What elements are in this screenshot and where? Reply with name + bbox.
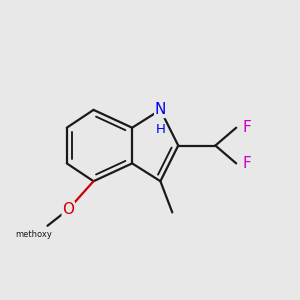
Text: H: H: [155, 123, 165, 136]
Text: O: O: [62, 202, 74, 217]
Text: F: F: [243, 120, 251, 135]
Text: N: N: [155, 102, 166, 117]
Text: methoxy: methoxy: [16, 230, 52, 239]
Text: F: F: [243, 156, 251, 171]
